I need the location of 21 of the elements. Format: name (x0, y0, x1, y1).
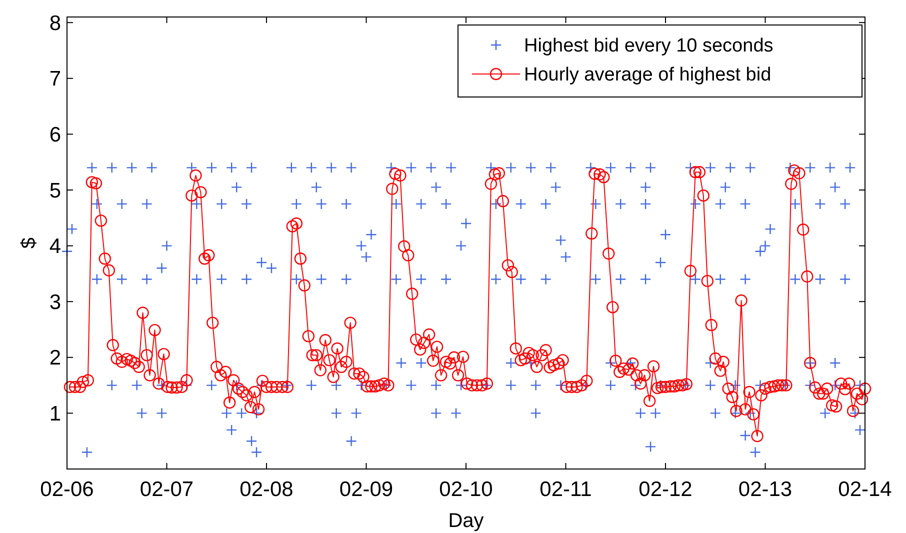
x-tick-label: 02-11 (540, 478, 592, 501)
legend-label: Highest bid every 10 seconds (524, 36, 774, 57)
y-tick-label: 4 (49, 235, 62, 258)
y-tick-label: 5 (49, 179, 61, 202)
x-tick-label: 02-07 (140, 478, 194, 501)
y-tick-label: 1 (49, 402, 61, 426)
y-tick-label: 7 (49, 68, 61, 91)
legend-label: Hourly average of highest bid (524, 64, 772, 86)
y-tick-label: 8 (49, 12, 61, 35)
x-tick-label: 02-06 (40, 478, 94, 501)
x-axis-title: Day (448, 510, 484, 532)
x-tick-label: 02-13 (738, 478, 792, 501)
x-tick-label: 02-12 (638, 478, 692, 501)
x-tick-label: 02-09 (339, 478, 394, 501)
x-tick-label: 02-10 (439, 478, 493, 501)
x-tick-label: 02-08 (240, 478, 294, 501)
y-tick-label: 6 (49, 124, 61, 147)
y-axis-title: $ (18, 237, 40, 249)
y-tick-label: 2 (49, 346, 61, 370)
y-tick-label: 3 (49, 290, 61, 314)
x-tick-label: 02-14 (838, 478, 892, 501)
